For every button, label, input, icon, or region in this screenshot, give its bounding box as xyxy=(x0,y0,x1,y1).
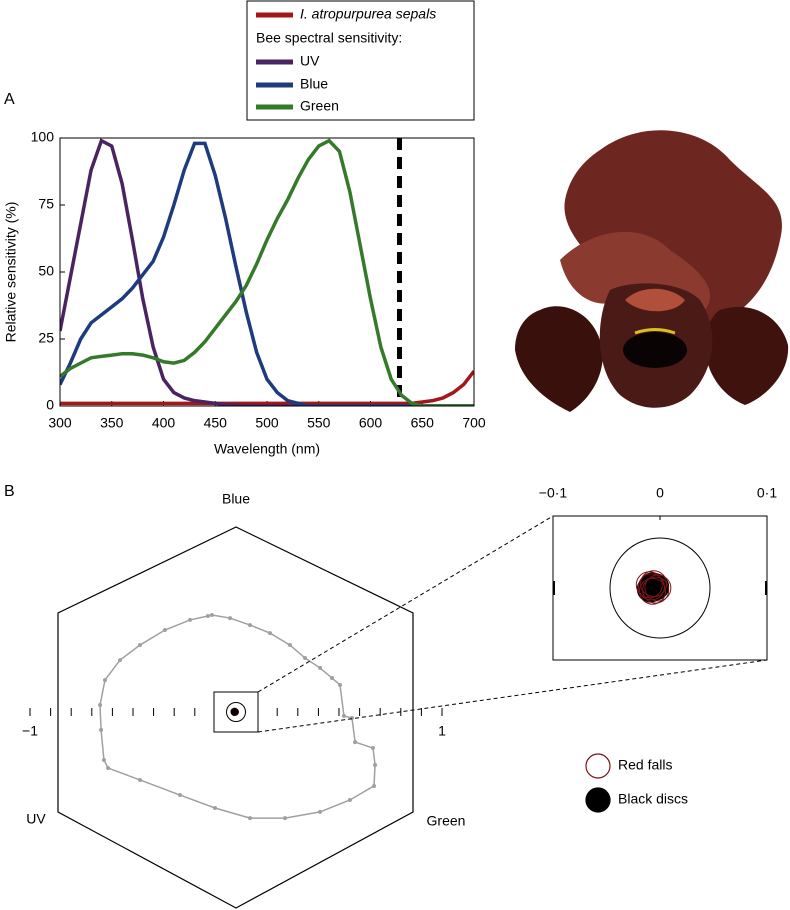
x-tick-label: 650 xyxy=(411,415,435,431)
x-tick-label: 450 xyxy=(204,415,228,431)
x-tick-label: 700 xyxy=(462,415,486,431)
y-tick-label: 0 xyxy=(46,397,54,413)
panel-label: A xyxy=(4,91,15,108)
data-point xyxy=(230,708,238,716)
locus-point xyxy=(318,665,323,670)
threshold-circle xyxy=(226,702,246,722)
inset-data-point xyxy=(639,577,667,605)
inset-tick-label: −0·1 xyxy=(539,485,568,501)
locus-point xyxy=(372,783,377,788)
locus-point xyxy=(267,631,272,636)
panel-label: B xyxy=(4,483,15,500)
legend-title: Bee spectral sensitivity: xyxy=(256,30,402,46)
locus-point xyxy=(353,740,358,745)
x-tick-label: 400 xyxy=(152,415,176,431)
series-line xyxy=(60,370,474,406)
locus-point xyxy=(177,793,182,798)
x-axis-label: Wavelength (nm) xyxy=(214,441,320,457)
locus-point xyxy=(205,614,210,619)
x-tick-label: 350 xyxy=(100,415,124,431)
locus-point xyxy=(347,797,352,802)
y-tick-label: 25 xyxy=(38,330,54,346)
inset-data-point xyxy=(640,570,668,598)
vertex-label: Green xyxy=(427,813,466,829)
hexagon xyxy=(57,526,414,909)
locus-point xyxy=(209,612,214,617)
x-tick-label: −1 xyxy=(22,723,38,739)
legend-label: Green xyxy=(300,98,339,114)
connector xyxy=(257,659,768,733)
legend-label: Blue xyxy=(300,76,328,92)
locus-point xyxy=(138,777,143,782)
locus-point xyxy=(101,757,106,762)
locus-point xyxy=(338,683,343,688)
series-line xyxy=(60,141,474,406)
y-tick-label: 50 xyxy=(38,263,54,279)
locus-point xyxy=(248,623,253,628)
series-line xyxy=(60,138,474,406)
x-tick-label: 1 xyxy=(438,723,446,739)
x-tick-label: 600 xyxy=(359,415,383,431)
locus-point xyxy=(303,656,308,661)
y-axis-label: Relative sensitivity (%) xyxy=(3,202,19,343)
x-tick-label: 300 xyxy=(48,415,72,431)
inset-tick-label: 0 xyxy=(656,485,664,501)
legend-marker xyxy=(585,787,611,813)
vertex-label: Blue xyxy=(222,491,250,507)
connector xyxy=(257,515,554,693)
locus-point xyxy=(318,809,323,814)
locus-point xyxy=(341,713,346,718)
locus-point xyxy=(370,746,375,751)
locus-point xyxy=(138,643,143,648)
x-tick-label: 500 xyxy=(255,415,279,431)
locus-point xyxy=(228,616,233,621)
legend-marker xyxy=(585,753,611,779)
y-tick-label: 75 xyxy=(38,196,54,212)
plot-frame xyxy=(59,137,475,407)
y-tick-label: 100 xyxy=(31,129,55,145)
locus-point xyxy=(102,678,107,683)
legend-box xyxy=(246,0,475,121)
flower-photo xyxy=(515,130,789,412)
locus-point xyxy=(283,816,288,821)
vertex-label: UV xyxy=(26,811,46,827)
legend-label: UV xyxy=(300,53,320,69)
locus-point xyxy=(106,766,111,771)
locus-point xyxy=(98,702,103,707)
series-line xyxy=(60,138,474,406)
locus-point xyxy=(99,727,104,732)
locus-point xyxy=(162,628,167,633)
inset-tick-label: 0·1 xyxy=(757,485,777,501)
locus-point xyxy=(329,676,334,681)
locus-point xyxy=(248,816,253,821)
threshold-circle xyxy=(609,537,711,639)
x-tick-label: 550 xyxy=(307,415,331,431)
legend-label: I. atropurpurea sepals xyxy=(300,6,436,22)
legend-label: Black discs xyxy=(618,791,688,807)
locus-point xyxy=(373,762,378,767)
legend-label: Red falls xyxy=(618,757,672,773)
inset-data-point xyxy=(644,574,672,602)
locus-point xyxy=(118,658,123,663)
locus-point xyxy=(287,643,292,648)
locus-point xyxy=(212,805,217,810)
locus-point xyxy=(188,617,193,622)
